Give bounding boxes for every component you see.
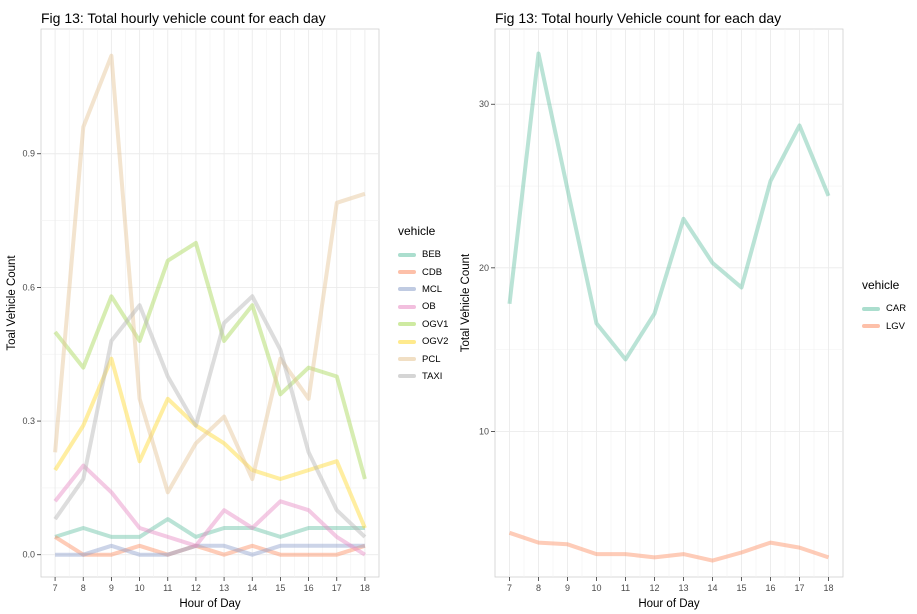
- chart2-x-tick-label: 9: [565, 583, 570, 593]
- chart2-x-axis-label: Hour of Day: [638, 598, 700, 610]
- chart1-series-line-pcl: [53, 53, 366, 495]
- legend-label: BEB: [422, 249, 442, 261]
- chart2-x-tick-label: 12: [649, 583, 659, 593]
- legend-item-ogv1: OGV1: [398, 316, 448, 333]
- chart2-y-axis-label: Total Vehicle Count: [460, 253, 472, 352]
- chart1-x-tick-label: 13: [219, 583, 229, 593]
- chart1-y-tick-label: 0.0: [22, 550, 35, 560]
- legend-swatch: [398, 322, 416, 327]
- chart2-x-tick-label: 18: [823, 583, 833, 593]
- chart2-x-tick-label: 15: [736, 583, 746, 593]
- legend-label: MCL: [422, 283, 443, 295]
- chart1-x-tick-label: 15: [275, 583, 285, 593]
- chart2-x-tick-label: 11: [621, 583, 630, 593]
- chart2-x-tick-label: 14: [707, 583, 717, 593]
- chart1-legend-title: vehicle: [398, 224, 436, 238]
- chart2-x-tick-label: 10: [591, 583, 601, 593]
- chart2-x-tick-label: 16: [765, 583, 775, 593]
- legend-swatch: [862, 324, 880, 329]
- chart1-x-tick-label: 12: [191, 583, 201, 593]
- chart1-series-line-cdb: [54, 535, 366, 557]
- legend-swatch: [398, 357, 416, 362]
- legend-swatch: [398, 287, 416, 292]
- chart1-legend: vehicle BEB CDB MCL OB OGV1 OGV2 PCL TAXI: [398, 224, 448, 385]
- chart1-x-tick-label: 8: [81, 583, 86, 593]
- chart1-series-line-mcl: [55, 543, 365, 557]
- legend-label: TAXI: [422, 370, 443, 382]
- chart1-x-tick-label: 17: [332, 583, 342, 593]
- legend-item-beb: BEB: [398, 246, 448, 263]
- legend-label: OB: [422, 301, 436, 313]
- chart2-x-tick-label: 13: [678, 583, 688, 593]
- legend-label: LGV: [886, 320, 906, 332]
- legend-label: OGV2: [422, 336, 449, 348]
- chart2-x-tick-label: 8: [536, 583, 541, 593]
- chart2-title: Fig 13: Total hourly Vehicle count for e…: [495, 10, 782, 26]
- legend-label: PCL: [422, 353, 441, 365]
- chart2-x-tick-label: 17: [794, 583, 804, 593]
- chart1-x-tick-label: 16: [304, 583, 314, 593]
- legend-item-ogv2: OGV2: [398, 333, 448, 350]
- chart1-series-line-beb: [54, 517, 365, 539]
- chart1-series-line-taxi: [53, 294, 367, 539]
- chart1-y-axis-label: Toal Vehicle Count: [6, 255, 18, 351]
- legend-swatch: [398, 374, 416, 379]
- legend-swatch: [398, 270, 416, 275]
- chart2-legend-title: vehicle: [862, 278, 900, 292]
- chart1-series-line-ob: [53, 463, 366, 557]
- chart2-series-line-car: [507, 51, 831, 362]
- chart2-y-tick-label: 10: [479, 426, 489, 436]
- legend-item-cdb: CDB: [398, 263, 448, 280]
- legend-item-mcl: MCL: [398, 281, 448, 298]
- chart1-series-line-ogv1: [53, 240, 367, 480]
- chart1-x-axis-label: Hour of Day: [179, 598, 241, 610]
- chart2-y-tick-label: 20: [479, 263, 489, 273]
- chart2-series-line-lgv: [508, 530, 830, 563]
- chart1-y-tick-label: 0.6: [22, 282, 35, 292]
- legend-swatch: [862, 306, 880, 311]
- legend-item-car: CAR: [862, 300, 906, 317]
- legend-item-lgv: LGV: [862, 317, 906, 334]
- chart1-y-tick-label: 0.3: [22, 416, 35, 426]
- chart2-y-tick-label: 30: [479, 99, 489, 109]
- chart1-y-tick-label: 0.9: [22, 149, 35, 159]
- chart1-title: Fig 13: Total hourly vehicle count for e…: [41, 10, 326, 26]
- legend-label: OGV1: [422, 318, 449, 330]
- legend-swatch: [398, 304, 416, 309]
- legend-label: CDB: [422, 266, 443, 278]
- chart1-x-tick-label: 18: [360, 583, 370, 593]
- legend-swatch: [398, 252, 416, 257]
- chart2-legend: vehicle CAR LGV: [862, 278, 906, 335]
- chart1-x-tick-label: 14: [247, 583, 257, 593]
- chart1-x-tick-label: 10: [135, 583, 145, 593]
- legend-item-pcl: PCL: [398, 350, 448, 367]
- chart1-x-tick-label: 11: [163, 583, 172, 593]
- chart1-x-tick-label: 9: [109, 583, 114, 593]
- legend-swatch: [398, 339, 416, 344]
- legend-item-ob: OB: [398, 298, 448, 315]
- legend-item-taxi: TAXI: [398, 368, 448, 385]
- legend-label: CAR: [886, 303, 907, 315]
- chart1-series-line-ogv2: [53, 356, 367, 529]
- chart1-x-tick-label: 7: [53, 583, 58, 593]
- chart2-x-tick-label: 7: [507, 583, 512, 593]
